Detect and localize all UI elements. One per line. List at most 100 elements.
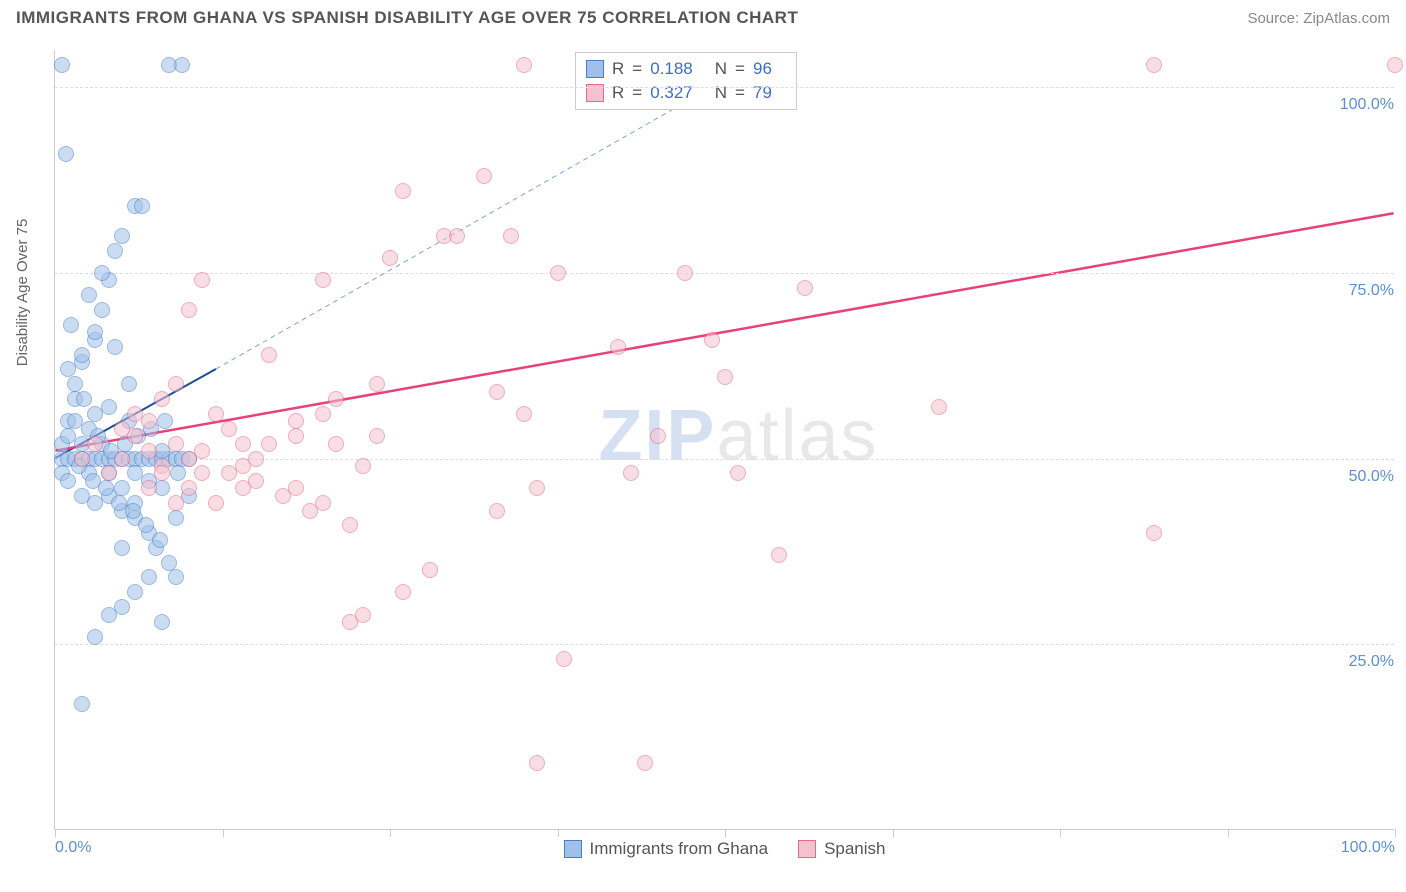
x-tick — [893, 829, 894, 837]
data-point — [637, 755, 653, 771]
data-point — [797, 280, 813, 296]
data-point — [94, 302, 110, 318]
x-tick-label: 0.0% — [55, 839, 91, 857]
y-tick-label: 75.0% — [1347, 282, 1396, 300]
data-point — [141, 480, 157, 496]
scatter-chart: ZIPatlas R=0.188N=96R=0.327N=79 Immigran… — [54, 50, 1394, 830]
data-point — [395, 584, 411, 600]
data-point — [516, 406, 532, 422]
data-point — [288, 480, 304, 496]
gridline — [55, 273, 1394, 274]
data-point — [489, 384, 505, 400]
data-point — [328, 436, 344, 452]
legend-row: R=0.188N=96 — [586, 57, 786, 81]
data-point — [114, 480, 130, 496]
data-point — [60, 473, 76, 489]
data-point — [74, 347, 90, 363]
data-point — [114, 228, 130, 244]
data-point — [248, 451, 264, 467]
data-point — [107, 339, 123, 355]
data-point — [107, 243, 123, 259]
data-point — [529, 755, 545, 771]
legend-item: Immigrants from Ghana — [564, 839, 769, 859]
data-point — [355, 458, 371, 474]
data-point — [138, 517, 154, 533]
series-legend: Immigrants from Ghana Spanish — [564, 839, 886, 859]
data-point — [1146, 57, 1162, 73]
data-point — [114, 599, 130, 615]
data-point — [168, 510, 184, 526]
data-point — [194, 272, 210, 288]
data-point — [194, 465, 210, 481]
data-point — [261, 347, 277, 363]
data-point — [328, 391, 344, 407]
data-point — [114, 540, 130, 556]
data-point — [369, 376, 385, 392]
data-point — [208, 406, 224, 422]
legend-label: Spanish — [824, 839, 885, 859]
data-point — [422, 562, 438, 578]
data-point — [141, 443, 157, 459]
data-point — [60, 361, 76, 377]
x-tick — [1060, 829, 1061, 837]
data-point — [141, 413, 157, 429]
data-point — [556, 651, 572, 667]
source-attribution: Source: ZipAtlas.com — [1247, 10, 1390, 27]
y-tick-label: 50.0% — [1347, 468, 1396, 486]
data-point — [67, 376, 83, 392]
y-tick-label: 25.0% — [1347, 653, 1396, 671]
data-point — [623, 465, 639, 481]
x-tick — [390, 829, 391, 837]
data-point — [114, 451, 130, 467]
data-point — [134, 198, 150, 214]
data-point — [125, 503, 141, 519]
data-point — [157, 413, 173, 429]
data-point — [121, 376, 137, 392]
data-point — [87, 436, 103, 452]
data-point — [931, 399, 947, 415]
data-point — [550, 265, 566, 281]
data-point — [221, 421, 237, 437]
data-point — [529, 480, 545, 496]
x-tick — [223, 829, 224, 837]
data-point — [1387, 57, 1403, 73]
data-point — [127, 584, 143, 600]
data-point — [181, 480, 197, 496]
data-point — [208, 495, 224, 511]
data-point — [168, 495, 184, 511]
legend-swatch — [586, 60, 604, 78]
data-point — [76, 391, 92, 407]
data-point — [94, 265, 110, 281]
data-point — [181, 302, 197, 318]
data-point — [161, 555, 177, 571]
data-point — [476, 168, 492, 184]
x-tick — [1228, 829, 1229, 837]
data-point — [168, 569, 184, 585]
data-point — [395, 183, 411, 199]
legend-item: Spanish — [798, 839, 885, 859]
data-point — [369, 428, 385, 444]
data-point — [87, 324, 103, 340]
data-point — [101, 399, 117, 415]
gridline — [55, 87, 1394, 88]
watermark: ZIPatlas — [598, 394, 878, 476]
data-point — [342, 614, 358, 630]
data-point — [704, 332, 720, 348]
data-point — [63, 317, 79, 333]
data-point — [449, 228, 465, 244]
data-point — [174, 57, 190, 73]
data-point — [315, 495, 331, 511]
data-point — [610, 339, 626, 355]
chart-title: IMMIGRANTS FROM GHANA VS SPANISH DISABIL… — [16, 8, 798, 28]
data-point — [235, 480, 251, 496]
legend-label: Immigrants from Ghana — [590, 839, 769, 859]
legend-row: R=0.327N=79 — [586, 81, 786, 105]
x-tick — [725, 829, 726, 837]
x-tick-label: 100.0% — [1341, 839, 1395, 857]
data-point — [730, 465, 746, 481]
regression-lines — [55, 50, 1394, 829]
data-point — [170, 465, 186, 481]
data-point — [677, 265, 693, 281]
data-point — [489, 503, 505, 519]
legend-swatch — [798, 840, 816, 858]
